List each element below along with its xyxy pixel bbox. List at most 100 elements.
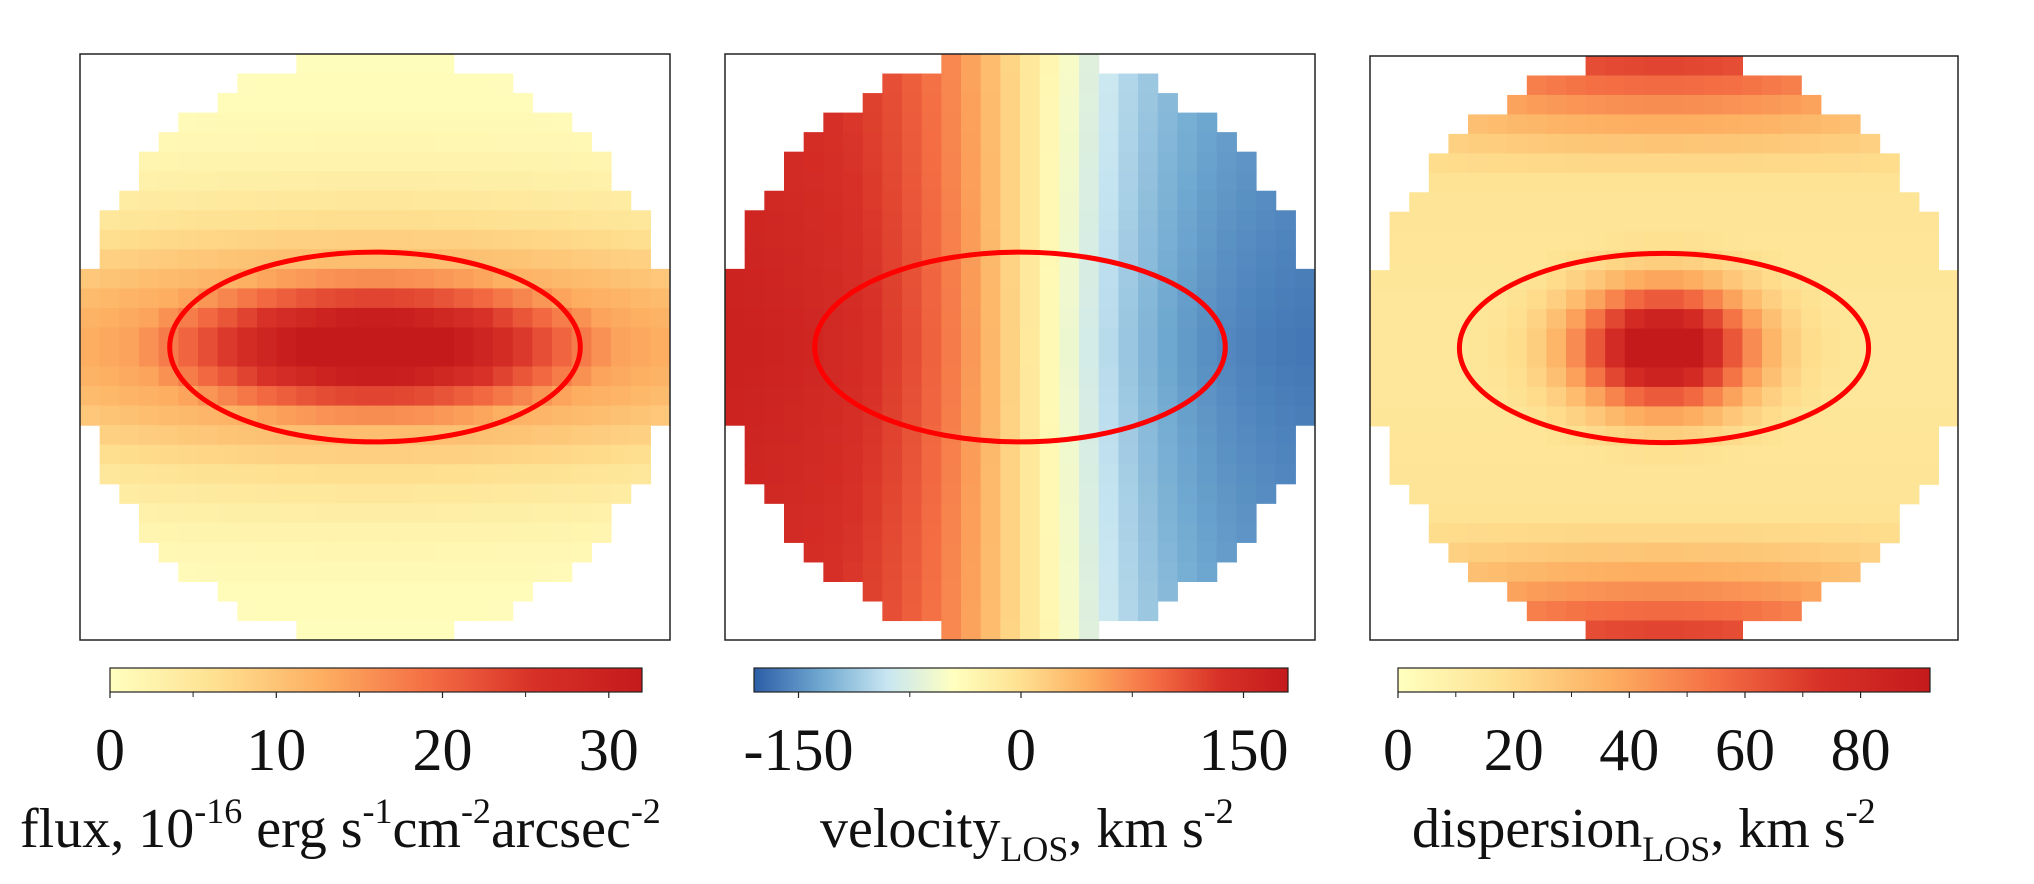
flux-pixel <box>217 483 238 504</box>
flux-pixel <box>611 464 632 485</box>
dispersion-pixel <box>1664 192 1685 213</box>
dispersion-tick-label: 60 <box>1715 717 1775 783</box>
dispersion-pixel <box>1644 464 1665 485</box>
flux-pixel <box>139 151 160 172</box>
flux-pixel <box>591 151 612 172</box>
flux-pixel <box>335 561 356 582</box>
dispersion-pixel <box>1899 192 1920 213</box>
dispersion-pixel <box>1585 503 1606 524</box>
dispersion-pixel <box>1742 231 1763 252</box>
velocity-pixel <box>941 288 962 309</box>
dispersion-pixel <box>1389 406 1410 427</box>
velocity-pixel <box>1236 386 1257 407</box>
dispersion-pixel <box>1566 211 1587 232</box>
flux-pixel <box>493 386 514 407</box>
flux-pixel <box>316 288 337 309</box>
velocity-pixel <box>1118 210 1139 231</box>
velocity-pixel <box>843 503 864 524</box>
velocity-pixel <box>1020 483 1041 504</box>
velocity-pixel <box>980 600 1001 622</box>
velocity-pixel <box>961 93 982 114</box>
velocity-pixel <box>1275 425 1296 446</box>
dispersion-pixel <box>1840 153 1861 174</box>
dispersion-pixel <box>1742 289 1763 310</box>
velocity-pixel <box>725 307 746 329</box>
dispersion-pixel <box>1879 250 1900 271</box>
velocity-pixel <box>1118 522 1139 543</box>
panel-velocity: -150 0 150 velocityLOS, km s-2 <box>724 53 1316 869</box>
velocity-pixel <box>961 307 982 329</box>
velocity-pixel <box>1079 464 1100 485</box>
flux-pixel <box>296 600 317 622</box>
flux-pixel <box>394 620 415 640</box>
flux-pixel <box>473 288 494 309</box>
flux-pixel <box>473 503 494 524</box>
velocity-pixel <box>1236 464 1257 485</box>
velocity-pixel <box>862 444 883 465</box>
velocity-pixel <box>1000 268 1021 289</box>
dispersion-pixel <box>1703 328 1724 349</box>
flux-pixel <box>394 307 415 329</box>
dispersion-pixel <box>1879 425 1900 446</box>
dispersion-pixel <box>1605 464 1626 485</box>
dispersion-pixel <box>1683 309 1704 330</box>
flux-pixel <box>512 288 533 309</box>
dispersion-pixel <box>1566 114 1587 135</box>
flux-pixel <box>335 54 356 75</box>
velocity-pixel <box>941 112 962 133</box>
velocity-pixel <box>862 112 883 133</box>
flux-pixel <box>375 347 396 368</box>
velocity-pixel <box>941 483 962 504</box>
velocity-pixel <box>1079 600 1100 622</box>
velocity-pixel <box>1098 210 1119 231</box>
dispersion-pixel <box>1742 367 1763 388</box>
velocity-pixel <box>764 444 785 465</box>
flux-pixel <box>414 73 435 94</box>
flux-pixel <box>473 464 494 485</box>
velocity-pixel <box>1236 249 1257 270</box>
flux-pixel <box>217 171 238 192</box>
dispersion-pixel <box>1624 270 1645 291</box>
velocity-pixel <box>921 522 942 543</box>
flux-pixel <box>237 347 258 368</box>
dispersion-pixel <box>1762 348 1783 369</box>
dispersion-pixel <box>1605 56 1626 77</box>
velocity-pixel <box>980 366 1001 387</box>
dispersion-pixel <box>1801 386 1822 407</box>
dispersion-pixel <box>1624 172 1645 193</box>
velocity-pixel <box>921 600 942 622</box>
velocity-pixel <box>1197 425 1218 446</box>
flux-pixel <box>414 229 435 250</box>
velocity-pixel <box>1216 171 1237 192</box>
flux-pixel <box>237 425 258 446</box>
dispersion-pixel <box>1585 328 1606 349</box>
dispersion-pixel <box>1781 153 1802 174</box>
flux-pixel <box>512 386 533 407</box>
velocity-pixel <box>823 444 844 465</box>
flux-pixel <box>473 386 494 407</box>
velocity-pixel <box>1177 327 1198 348</box>
flux-pixel <box>394 171 415 192</box>
flux-pixel <box>611 405 632 426</box>
flux-pixel <box>552 542 573 563</box>
velocity-pixel <box>1157 366 1178 387</box>
velocity-pixel <box>843 132 864 153</box>
flux-pixel <box>591 229 612 250</box>
velocity-pixel <box>902 464 923 485</box>
flux-pixel <box>552 444 573 465</box>
velocity-pixel <box>862 483 883 504</box>
dispersion-pixel <box>1428 445 1449 466</box>
flux-pixel <box>237 288 258 309</box>
dispersion-pixel <box>1370 348 1391 369</box>
dispersion-pixel <box>1644 94 1665 115</box>
velocity-pixel <box>1000 483 1021 504</box>
dispersion-pixel <box>1820 231 1841 252</box>
dispersion-pixel <box>1605 172 1626 193</box>
velocity-pixel <box>941 386 962 407</box>
dispersion-pixel <box>1644 75 1665 96</box>
dispersion-pixel <box>1801 348 1822 369</box>
velocity-pixel <box>902 405 923 426</box>
velocity-pixel <box>941 73 962 94</box>
flux-axis-label: flux, 10-16 erg s-1cm-2arcsec-2 <box>20 791 661 860</box>
flux-pixel <box>355 210 376 231</box>
